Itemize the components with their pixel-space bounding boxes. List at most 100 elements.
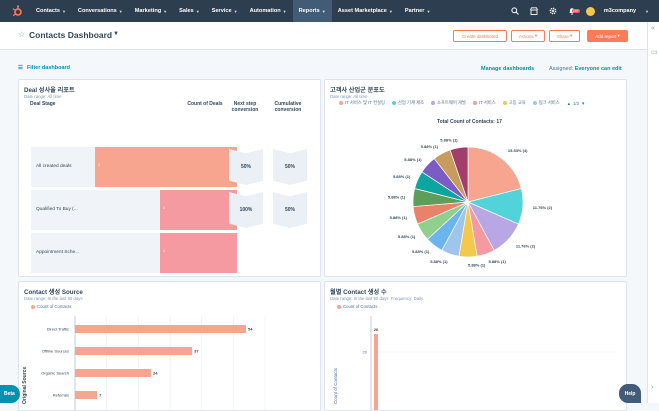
nav-reports[interactable]: Reports ▼ [292, 0, 332, 22]
notification-badge: 16+ [571, 9, 580, 13]
legend-item[interactable]: 산업 기계 제조 [391, 100, 425, 106]
legend-label: IT 서비스 및 IT 컨설팅 [345, 100, 385, 105]
monthly-report-card: 월별 Contact 생성 수 Date range: In the last … [324, 281, 627, 411]
slice-label: 5.88% (1) [388, 194, 406, 199]
nav-label: Sales [179, 8, 194, 14]
funnel-row[interactable]: Appointment Sche... 1 [31, 233, 237, 273]
legend-label: IT 서비스 [478, 100, 496, 105]
bar[interactable] [75, 369, 151, 377]
chevron-down-icon: ▼ [426, 8, 431, 14]
card-title[interactable]: 월별 Contact 생성 수 [330, 289, 387, 296]
slice-label: 15.53% (4) [508, 148, 528, 153]
page-title[interactable]: Contacts Dashboard [29, 30, 113, 40]
funnel-bar[interactable]: 2 [95, 147, 237, 187]
legend-item[interactable]: 고등 교육 [502, 100, 526, 106]
gear-icon[interactable] [548, 6, 558, 16]
assigned-label: Assigned: [549, 66, 574, 72]
category-label: Organic Search [41, 371, 69, 376]
pie-slice[interactable] [449, 146, 469, 203]
col-header-stage: Deal Stage [30, 101, 56, 107]
funnel-bar[interactable]: 1 [160, 190, 237, 230]
stage-label: All created deals [36, 164, 72, 169]
legend-item[interactable]: 링크 서비스 [532, 100, 560, 106]
bar-value: 2 [98, 163, 101, 167]
chevron-down-icon: ▾ [534, 33, 538, 38]
legend-item[interactable]: 소프트웨어 개발 [431, 100, 466, 106]
bar[interactable] [75, 325, 246, 333]
chevron-down-icon: ▼ [118, 8, 123, 14]
pie-chart: 15.53% (4)11.76% (2)11.76% (2)5.88% (1)5… [388, 137, 553, 267]
legend-page: 1/3 [572, 100, 579, 106]
account-name[interactable]: m3company [603, 8, 637, 14]
top-nav: Contacts ▼ Conversations ▼ Marketing ▼ Sale… [0, 0, 659, 22]
bar[interactable] [75, 347, 193, 355]
assigned-info: Assigned: Everyone can edit [549, 66, 622, 72]
funnel-bar[interactable]: 1 [160, 233, 237, 273]
chevron-down-icon: ▾ [617, 33, 620, 38]
nav-asset-marketplace[interactable]: Asset Marketplace ▼ [332, 0, 399, 22]
manage-dashboards-link[interactable]: Manage dashboards [481, 66, 535, 72]
legend-pager[interactable]: ▲ 1/3 ▼ [567, 100, 586, 106]
legend-next-icon[interactable]: ▼ [580, 100, 586, 106]
card-title[interactable]: 고객사 산업군 분포도 [330, 87, 385, 94]
nav-marketing[interactable]: Marketing ▼ [129, 0, 173, 22]
nav-contacts[interactable]: Contacts ▼ [30, 0, 72, 22]
nav-service[interactable]: Service ▼ [206, 0, 244, 22]
actions-button[interactable]: Actions ▾ [511, 30, 545, 42]
funnel-row[interactable]: Qualified To Buy (... 1 [31, 190, 237, 230]
nav-conversations[interactable]: Conversations ▼ [72, 0, 129, 22]
assigned-value[interactable]: Everyone can edit [574, 66, 622, 72]
chevron-down-icon[interactable]: ▼ [645, 8, 649, 14]
nav-automation[interactable]: Automation ▼ [244, 0, 293, 22]
slice-label: 5.88% (1) [404, 157, 422, 162]
source-bar-chart: Direct Traffic 54 Offline Sources 37 Organic… [41, 316, 266, 410]
pie-slice[interactable] [467, 146, 522, 203]
avatar[interactable] [585, 6, 595, 16]
card-title[interactable]: Deal 성사율 리포트 [24, 87, 75, 94]
funnel-row[interactable]: All created deals 2 [31, 147, 237, 187]
bar-value-label: 7 [99, 393, 102, 398]
marketplace-icon[interactable] [529, 6, 539, 16]
legend-item[interactable]: IT 서비스 및 IT 컨설팅 [339, 100, 385, 106]
search-icon[interactable] [510, 6, 520, 16]
chevron-down-icon[interactable]: ▼ [113, 31, 119, 37]
panel-icon[interactable]: ▭ [651, 49, 658, 56]
legend-label: 산업 기계 제조 [397, 100, 425, 105]
next-step-conversion: 50% [229, 149, 263, 185]
card-title[interactable]: Contact 생성 Source [24, 289, 83, 296]
bar-value: 1 [163, 249, 166, 253]
nav-label: Contacts [36, 8, 60, 14]
button-label: Share [556, 33, 569, 39]
help-button[interactable]: Help [619, 384, 641, 403]
chevron-right-icon[interactable]: › [651, 384, 654, 391]
bar[interactable] [75, 391, 98, 399]
star-icon[interactable]: ☆ [18, 30, 26, 39]
filter-dashboard-link[interactable]: ☰ Filter dashboard [18, 65, 70, 71]
date-range: Date range: In the last 90 days Frequenc… [330, 296, 423, 301]
nav-sales[interactable]: Sales ▼ [173, 0, 206, 22]
col-header-count: Count of Deals [187, 101, 223, 107]
nav-right-tools: 16+ m3company ▼ [510, 0, 649, 22]
nav-label: Reports [298, 8, 320, 14]
slice-label: 5.88% (1) [398, 234, 416, 239]
date-range: Date range: All time [24, 94, 62, 99]
bar[interactable] [374, 334, 378, 411]
nav-label: Partner [404, 8, 425, 14]
collapse-icon[interactable]: « [651, 25, 655, 32]
next-step-conversion: 100% [229, 192, 263, 228]
legend-label: 소프트웨어 개발 [437, 100, 466, 105]
add-report-button[interactable]: Add report ▾ [587, 30, 628, 42]
nav-label: Marketing [134, 8, 162, 14]
nav-partner[interactable]: Partner ▼ [399, 0, 437, 22]
hubspot-logo-icon[interactable] [10, 4, 24, 18]
chevron-down-icon: ▼ [388, 8, 393, 14]
beta-button[interactable]: Beta [0, 385, 20, 403]
create-dashboard-button[interactable]: Create dashboard [453, 30, 507, 42]
legend-prev-icon[interactable]: ▲ [566, 100, 571, 106]
nav-label: Service [211, 8, 232, 14]
bell-icon[interactable]: 16+ [567, 6, 580, 16]
share-button[interactable]: Share ▾ [549, 30, 580, 42]
cumulative-conversion: 50% [273, 149, 307, 185]
legend-item[interactable]: IT 서비스 [472, 100, 496, 106]
